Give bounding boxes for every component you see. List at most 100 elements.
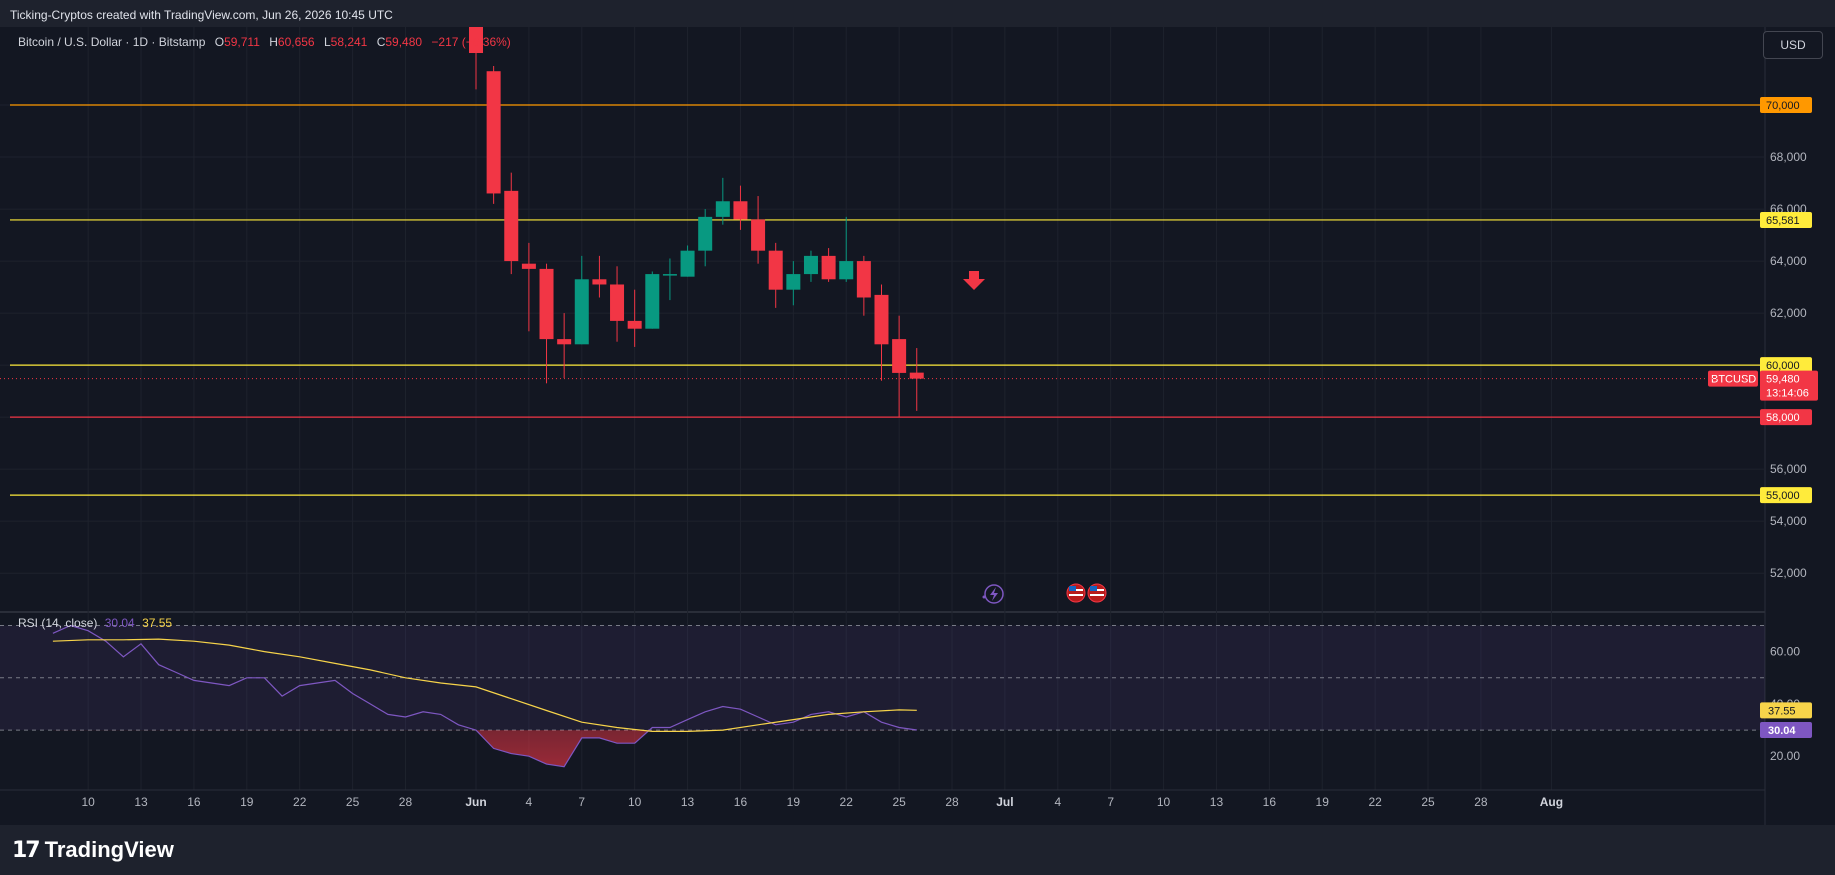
candle[interactable] <box>892 315 907 418</box>
level-tag[interactable] <box>1760 211 1812 228</box>
candle[interactable] <box>803 250 818 282</box>
candle[interactable] <box>909 348 924 411</box>
candle[interactable] <box>645 271 660 329</box>
time-tick-label: 22 <box>293 795 307 809</box>
time-tick-label: 13 <box>681 795 695 809</box>
bottom-bar <box>0 825 1835 875</box>
candle[interactable] <box>733 185 748 230</box>
time-tick-label: 4 <box>526 795 533 809</box>
price-axis[interactable]: 52,000 54,000 56,000 58,000 60,000 62,000 64,0… <box>1708 97 1818 580</box>
chart-svg[interactable]: 52,000 54,000 56,000 58,000 60,000 62,000 64,0… <box>0 0 1835 825</box>
last-price-tag[interactable] <box>1760 370 1818 401</box>
candle-body <box>768 250 783 290</box>
level-tag[interactable] <box>1760 487 1812 504</box>
candle-body <box>504 190 519 262</box>
level-tag[interactable] <box>1760 409 1812 426</box>
open-label: O <box>214 35 225 49</box>
candle[interactable] <box>821 248 836 282</box>
candle[interactable] <box>521 242 536 332</box>
candle[interactable] <box>469 16 483 90</box>
time-axis[interactable]: 10 13 16 19 22 25 28 Jun 4 7 10 13 16 19 22 25 28 Jul 4 7 10… <box>0 789 1765 809</box>
rsi-ma-tag <box>1760 702 1812 719</box>
time-tick-label: 19 <box>240 795 254 809</box>
time-tick-label: Aug <box>1540 795 1563 809</box>
time-tick-label: 7 <box>1107 795 1114 809</box>
level-tag-label: 55,000 <box>1766 490 1800 502</box>
low-value: 58,241 <box>330 35 368 49</box>
time-tick-label: 25 <box>892 795 906 809</box>
candle[interactable] <box>557 313 572 379</box>
bar-countdown: 13:14:06 <box>1766 388 1809 400</box>
us-flag-event-icon[interactable] <box>1066 583 1086 603</box>
price-tick-label: 52,000 <box>1770 566 1807 580</box>
candle-body <box>486 71 501 194</box>
candle[interactable] <box>627 289 642 347</box>
candle[interactable] <box>856 255 871 316</box>
candle[interactable] <box>715 177 730 225</box>
candle-body <box>627 320 642 329</box>
level-tag-label: 58,000 <box>1766 412 1800 424</box>
rsi-legend[interactable]: RSI (14, close) 30.04 37.55 <box>18 616 172 630</box>
time-tick-label: 25 <box>1421 795 1435 809</box>
rsi-title[interactable]: RSI (14, close) <box>18 616 98 630</box>
price-tick-label: 56,000 <box>1770 462 1807 476</box>
currency-button[interactable]: USD <box>1763 31 1823 59</box>
caption: Ticking-Cryptos created with TradingView… <box>10 8 393 22</box>
time-tick-label: 10 <box>81 795 95 809</box>
rsi-line[interactable] <box>52 624 917 768</box>
candle[interactable] <box>662 258 677 301</box>
rsi-tick-label: 60.00 <box>1770 645 1800 659</box>
candles[interactable] <box>469 16 924 418</box>
candle[interactable] <box>839 216 854 282</box>
level-tag[interactable] <box>1760 97 1812 114</box>
tradingview-wordmark: TradingView <box>44 837 174 862</box>
ticker-label: BTCUSD <box>1711 374 1756 386</box>
tradingview-mark-icon: 17 <box>12 837 41 863</box>
time-tick-label: 22 <box>1368 795 1382 809</box>
time-tick-label: 28 <box>1474 795 1488 809</box>
us-flag-event-icon-2[interactable] <box>1087 583 1107 603</box>
candle-body <box>786 274 801 290</box>
candle[interactable] <box>698 209 713 267</box>
time-tick-label: 19 <box>1316 795 1330 809</box>
candle-body <box>874 294 889 345</box>
candle[interactable] <box>768 242 783 308</box>
candle[interactable] <box>680 245 695 277</box>
candle[interactable] <box>610 266 625 342</box>
candle[interactable] <box>539 263 554 384</box>
candle-body <box>698 216 713 251</box>
candle-body <box>539 268 554 340</box>
sell-arrow-icon <box>963 271 985 290</box>
level-tag[interactable] <box>1760 357 1812 374</box>
candle-body <box>715 201 730 217</box>
symbol-legend[interactable]: Bitcoin / U.S. Dollar · 1D · Bitstamp O 5… <box>18 35 511 49</box>
high-label: H <box>269 35 278 49</box>
time-tick-label: 10 <box>628 795 642 809</box>
candle[interactable] <box>592 255 607 298</box>
horizontal-levels[interactable] <box>10 104 1765 496</box>
candle[interactable] <box>751 196 766 264</box>
time-tick-label: 10 <box>1157 795 1171 809</box>
tradingview-logo[interactable]: 17 TradingView <box>12 835 174 865</box>
level-tag-label: 60,000 <box>1766 360 1800 372</box>
candle[interactable] <box>874 284 889 381</box>
level-tag-label: 65,581 <box>1766 215 1800 227</box>
candle[interactable] <box>574 255 589 345</box>
candle[interactable] <box>786 261 801 306</box>
lightning-event-icon[interactable] <box>982 584 1004 604</box>
candle[interactable] <box>504 172 519 275</box>
candle-body <box>574 279 589 345</box>
rsi-indicator[interactable] <box>0 624 1765 768</box>
high-value: 60,656 <box>277 35 315 49</box>
time-tick-label: 13 <box>134 795 148 809</box>
candle-body <box>821 255 836 280</box>
symbol-title[interactable]: Bitcoin / U.S. Dollar · 1D · Bitstamp <box>18 35 206 49</box>
rsi-oversold-fill <box>52 730 917 767</box>
candle[interactable] <box>486 66 501 204</box>
candle-body <box>892 339 907 373</box>
rsi-tick-label: 20.00 <box>1770 749 1800 763</box>
candle-body <box>662 274 677 276</box>
rsi-ma-line[interactable] <box>52 638 917 732</box>
time-tick-label: 16 <box>1263 795 1277 809</box>
